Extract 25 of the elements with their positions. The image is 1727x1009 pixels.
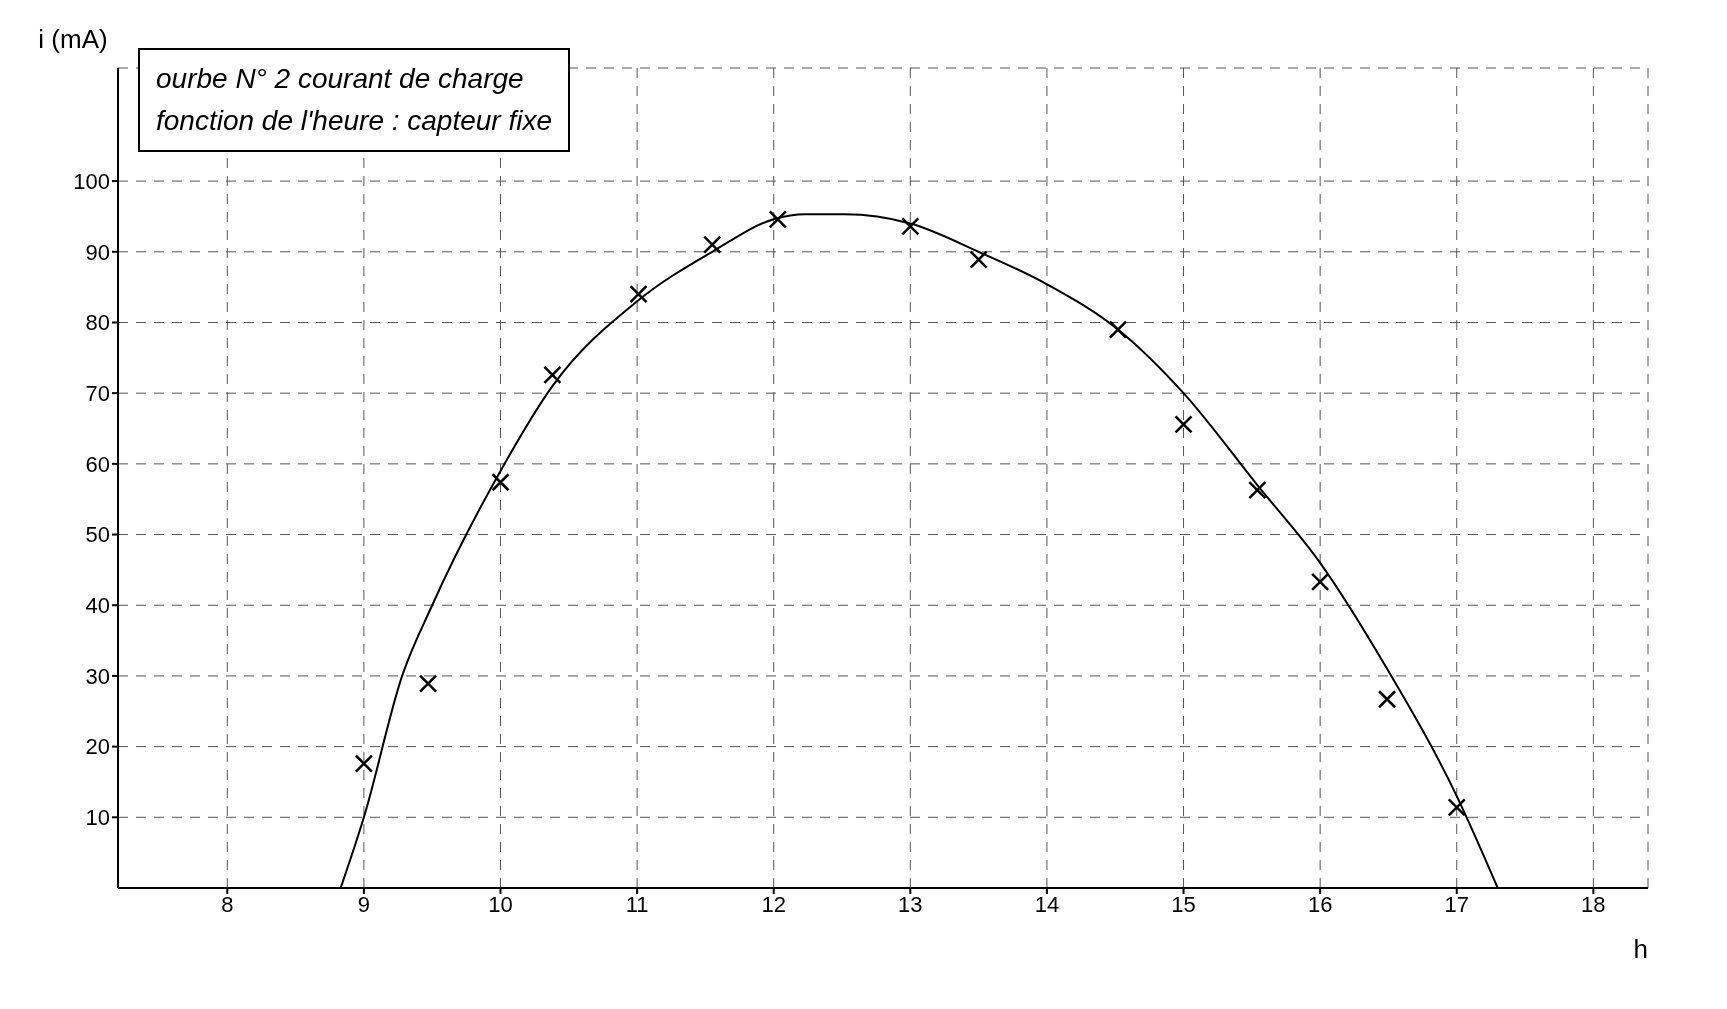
y-tick-label: 60 <box>85 451 110 477</box>
x-tick-label: 17 <box>1444 891 1469 917</box>
y-tick-label: 70 <box>85 380 110 406</box>
chart-title: ourbe N° 2 courant de charge <box>156 62 525 96</box>
x-tick-label: 14 <box>1034 891 1060 917</box>
y-tick-label: 50 <box>85 522 110 548</box>
x-tick-label: 10 <box>488 891 513 917</box>
y-tick-label: 100 <box>73 168 110 194</box>
x-tick-label: 8 <box>221 891 234 917</box>
x-tick-label: 12 <box>761 891 786 917</box>
x-tick-label: 9 <box>357 891 371 917</box>
x-tick-label: 11 <box>625 891 649 917</box>
x-tick-label: 18 <box>1581 891 1606 917</box>
x-tick-label: 15 <box>1171 891 1196 917</box>
y-tick-label: 90 <box>85 239 110 265</box>
x-axis-title: h <box>1633 934 1648 964</box>
y-tick-label: 80 <box>85 310 110 336</box>
y-tick-label: 20 <box>85 734 110 760</box>
y-tick-label: 30 <box>85 663 110 689</box>
text: fonction de l'heure : capteur fixe <box>156 104 553 138</box>
y-tick-label: 40 <box>85 593 110 619</box>
x-tick-label: 13 <box>898 891 923 917</box>
y-axis-title: i (mA) <box>38 24 108 54</box>
y-tick-label: 10 <box>85 805 110 831</box>
x-tick-label: 16 <box>1307 891 1333 917</box>
